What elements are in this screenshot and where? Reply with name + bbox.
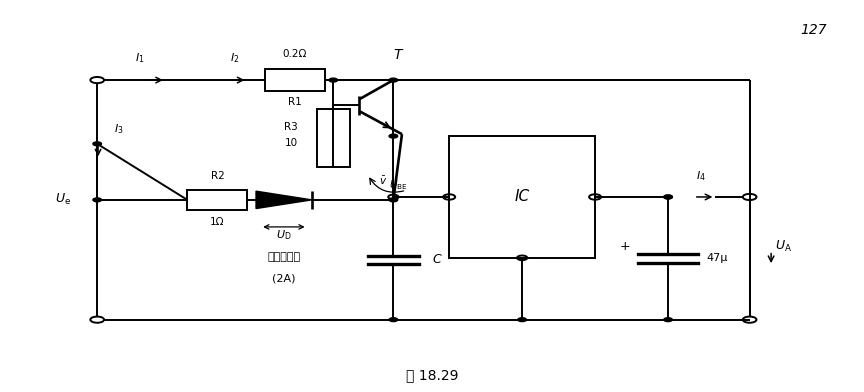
Text: IC: IC — [515, 189, 530, 205]
Circle shape — [389, 198, 397, 202]
Text: R1: R1 — [288, 97, 302, 107]
Circle shape — [664, 318, 672, 321]
Text: (2A): (2A) — [272, 273, 295, 283]
Circle shape — [329, 78, 338, 82]
Text: R2: R2 — [211, 171, 225, 181]
Text: $C$: $C$ — [432, 253, 442, 266]
Circle shape — [664, 195, 672, 199]
Text: T: T — [393, 48, 402, 62]
Circle shape — [389, 78, 397, 82]
Circle shape — [93, 142, 101, 146]
Bar — [449, 136, 595, 258]
Text: R3: R3 — [284, 122, 298, 132]
Bar — [187, 190, 247, 210]
Text: 10: 10 — [284, 138, 298, 148]
Circle shape — [93, 198, 101, 202]
Text: $\bar{v}$: $\bar{v}$ — [379, 175, 387, 187]
Text: $I_1$: $I_1$ — [136, 51, 145, 65]
Polygon shape — [256, 191, 312, 209]
Text: +: + — [619, 240, 631, 253]
Text: 图 18.29: 图 18.29 — [406, 369, 458, 383]
Text: $U_{\rm BE}$: $U_{\rm BE}$ — [389, 178, 408, 192]
Circle shape — [518, 318, 526, 321]
Text: 47μ: 47μ — [707, 253, 728, 263]
Text: 0.2Ω: 0.2Ω — [283, 49, 307, 59]
Text: 功率二极管: 功率二极管 — [267, 252, 301, 262]
Bar — [317, 109, 350, 167]
Text: $U_{\rm A}$: $U_{\rm A}$ — [775, 239, 792, 254]
Bar — [264, 69, 325, 91]
Text: $I_3$: $I_3$ — [114, 122, 124, 136]
Text: $I_2$: $I_2$ — [230, 51, 239, 65]
Text: 127: 127 — [801, 23, 828, 37]
Text: 1Ω: 1Ω — [210, 217, 225, 227]
Circle shape — [389, 318, 397, 321]
Text: $I_4$: $I_4$ — [696, 170, 706, 183]
Circle shape — [389, 134, 397, 138]
Circle shape — [664, 195, 672, 199]
Text: $U_{\rm e}$: $U_{\rm e}$ — [54, 192, 71, 207]
Text: $U_{\rm D}$: $U_{\rm D}$ — [276, 229, 292, 242]
